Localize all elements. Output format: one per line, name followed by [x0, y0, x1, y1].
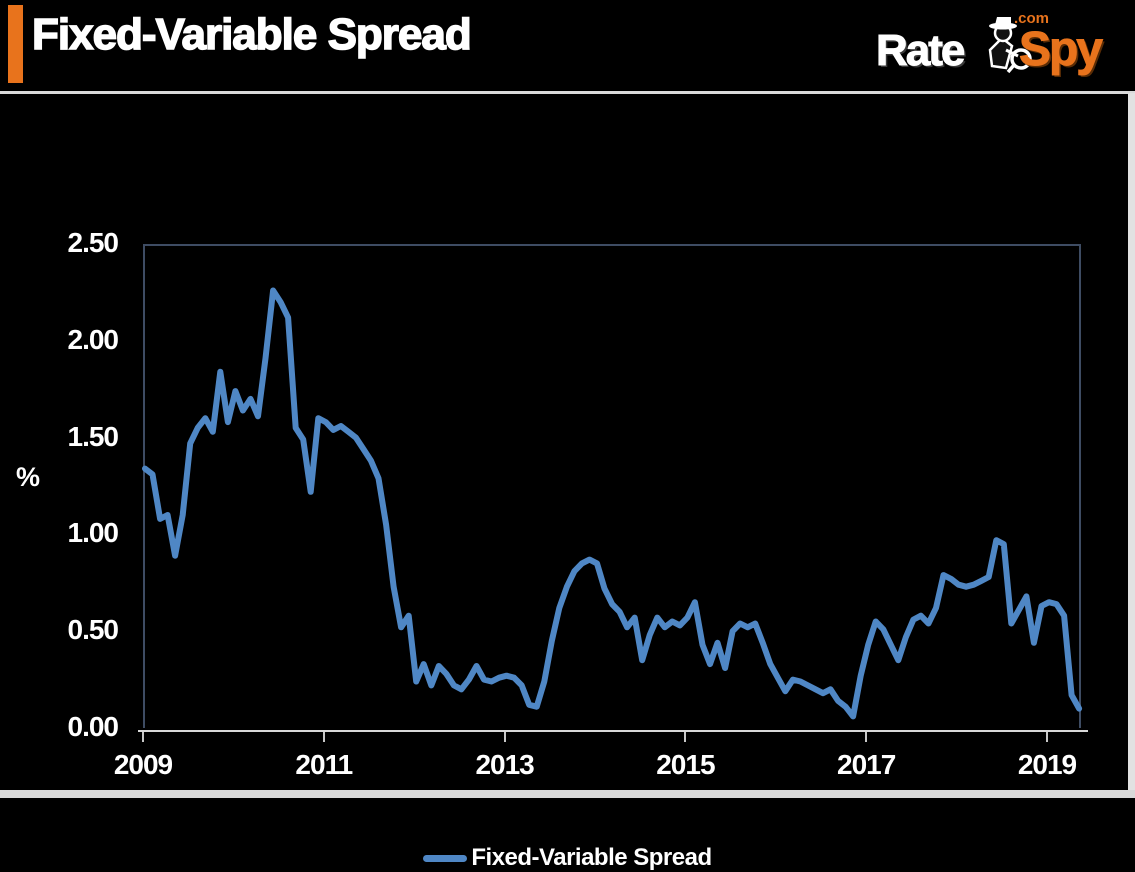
x-tick-mark [865, 732, 868, 742]
bottom-edge-strip [0, 790, 1135, 798]
logo-rate-text: Rate [875, 26, 965, 76]
x-axis-line [138, 730, 1088, 732]
legend-line-swatch [423, 854, 468, 862]
chart-region: % 2.50 2.00 1.50 1.00 0.50 0.00 2009 2011 2013 2… [0, 94, 1135, 871]
logo-com-text: .com [1013, 10, 1049, 27]
legend: Fixed-Variable Spread [0, 844, 1135, 872]
legend-label: Fixed-Variable Spread [471, 844, 712, 871]
spy-detective-icon [972, 16, 1034, 83]
x-tick-label: 2013 [475, 749, 534, 780]
ratespy-logo: Rate .com Spy [875, 10, 1103, 78]
y-tick-label: 1.00 [67, 517, 120, 549]
y-axis-unit-label: % [16, 462, 41, 492]
x-tick-mark [322, 732, 325, 742]
x-tick-mark [503, 732, 506, 742]
right-edge-strip [1128, 93, 1135, 798]
x-tick-label: 2017 [837, 749, 896, 780]
plot-area [143, 244, 1081, 728]
y-tick-label: 2.00 [67, 323, 120, 355]
x-tick-label: 2015 [656, 749, 715, 780]
y-tick-label: 0.50 [67, 614, 120, 646]
x-tick-mark [684, 732, 687, 742]
y-tick-label: 0.00 [67, 711, 120, 742]
x-tick-mark [1046, 732, 1048, 742]
line-chart-canvas [142, 287, 1083, 720]
header: Fixed-Variable Spread Rate .com Sp [0, 0, 1135, 91]
orange-accent-bar [8, 5, 23, 83]
logo-spy-text: Spy [1018, 23, 1103, 77]
fixed-variable-spread-line [142, 287, 1083, 720]
x-tick-label: 2011 [295, 749, 353, 780]
page-title: Fixed-Variable Spread [31, 9, 472, 60]
x-tick-label: 2009 [113, 749, 173, 780]
x-tick-mark [142, 732, 144, 742]
y-tick-label: 2.50 [67, 227, 120, 258]
header-divider [0, 91, 1135, 94]
y-tick-label: 1.50 [67, 420, 120, 452]
x-tick-label: 2019 [1017, 749, 1077, 780]
